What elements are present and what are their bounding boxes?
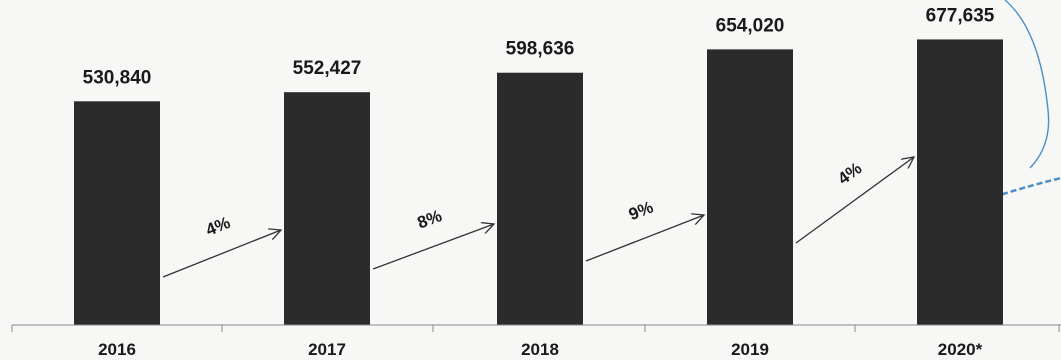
data-label-2020: 677,635 — [926, 5, 995, 26]
bars-layer — [74, 39, 1003, 326]
bar-2017 — [284, 92, 370, 326]
bar-2016 — [74, 101, 160, 326]
data-label-2019: 654,020 — [716, 15, 785, 36]
labels-layer: 530,840 2016 552,427 2017 598,636 2018 654,020… — [83, 5, 995, 359]
data-label-2018: 598,636 — [506, 39, 575, 60]
growth-arrow-3 — [585, 215, 704, 262]
growth-label-1: 4% — [203, 213, 233, 240]
data-label-2017: 552,427 — [293, 58, 362, 79]
x-tick-label-2018: 2018 — [521, 340, 559, 359]
decorative-accent-curve — [1004, 0, 1050, 169]
x-tick-label-2020: 2020* — [938, 340, 983, 359]
x-tick-label-2016: 2016 — [98, 340, 136, 359]
data-label-2016: 530,840 — [83, 67, 152, 88]
growth-arrow-4 — [795, 157, 914, 244]
growth-label-3: 9% — [626, 198, 656, 225]
bar-2020 — [917, 39, 1003, 325]
x-tick-label-2019: 2019 — [731, 340, 769, 359]
growth-arrow-2 — [372, 224, 494, 270]
x-axis-ticks — [11, 325, 1060, 332]
growth-label-4: 4% — [834, 159, 865, 189]
growth-label-2: 8% — [415, 206, 445, 232]
decorative-accent-dash — [984, 176, 1061, 202]
bar-2019 — [707, 49, 793, 325]
growth-arrow-1 — [162, 230, 281, 278]
bar-2018 — [497, 72, 583, 326]
x-tick-label-2017: 2017 — [308, 340, 346, 359]
